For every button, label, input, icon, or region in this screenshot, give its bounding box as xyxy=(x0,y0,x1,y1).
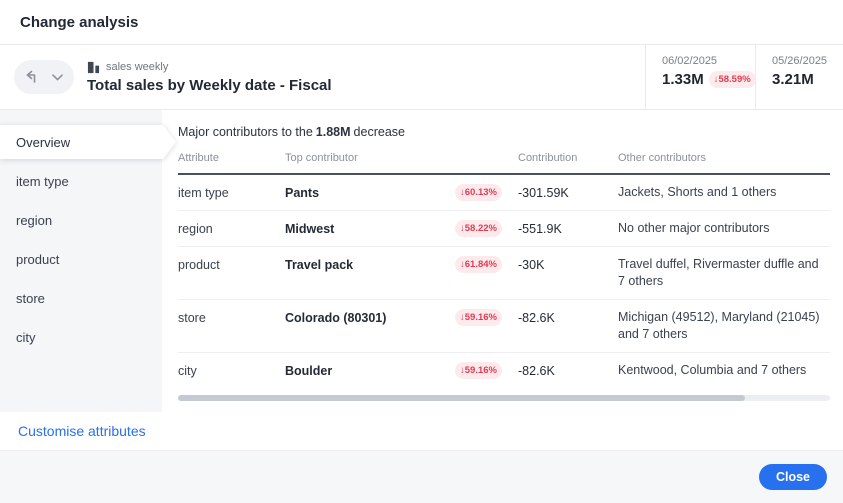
history-button-group xyxy=(14,60,74,94)
table-row[interactable]: region Midwest ↓58.22% -551.9K No other … xyxy=(178,211,830,247)
dialog-body: Overview item type region product store … xyxy=(0,110,843,450)
dialog-footer: Close xyxy=(0,450,843,503)
contribution-cell: -82.6K xyxy=(518,311,555,325)
main-content: Major contributors to the 1.88M decrease A… xyxy=(162,110,843,450)
sidebar: Overview item type region product store … xyxy=(0,110,176,450)
period-change-badge: ↓58.59% xyxy=(708,71,756,88)
sidebar-item-store[interactable]: store xyxy=(16,291,45,306)
dialog-title: Change analysis xyxy=(0,0,843,45)
top-contributor-cell: Pants xyxy=(285,186,320,200)
sidebar-item-active-wrap: Overview xyxy=(0,125,176,159)
other-contributors-cell: Travel duffel, Rivermaster duffle and 7 … xyxy=(618,257,819,288)
toolbar: sales weekly Total sales by Weekly date … xyxy=(0,45,843,110)
period-current: 06/02/2025 1.33M ↓58.59% xyxy=(645,45,756,109)
sidebar-item-region[interactable]: region xyxy=(16,213,53,228)
customise-attributes-section: Customise attributes xyxy=(0,412,162,450)
source-label: sales weekly xyxy=(106,61,169,73)
answer-meta: sales weekly Total sales by Weekly date … xyxy=(87,61,332,94)
contribution-cell: -30K xyxy=(518,258,545,272)
answer-title: Total sales by Weekly date - Fiscal xyxy=(87,76,332,94)
summary-prefix: Major contributors to the xyxy=(178,125,313,139)
customise-attributes-link[interactable]: Customise attributes xyxy=(18,423,146,439)
table-header-row: Attribute Top contributor Contribution O… xyxy=(178,152,830,175)
chart-columns-icon xyxy=(87,61,100,74)
table-row[interactable]: item type Pants ↓60.13% -301.59K Jackets… xyxy=(178,175,830,211)
top-contributor-cell: Travel pack xyxy=(285,258,354,272)
change-badge: ↓59.16% xyxy=(455,362,502,379)
attribute-cell: store xyxy=(178,311,206,325)
summary-value: 1.88M xyxy=(315,125,351,139)
table-row[interactable]: city Boulder ↓59.16% -82.6K Kentwood, Co… xyxy=(178,353,830,388)
history-dropdown-button[interactable] xyxy=(46,66,68,88)
table-row[interactable]: store Colorado (80301) ↓59.16% -82.6K Mi… xyxy=(178,300,830,353)
top-contributor-cell: Colorado (80301) xyxy=(285,311,387,325)
top-contributor-cell: Midwest xyxy=(285,222,335,236)
chevron-down-icon xyxy=(51,73,63,81)
sidebar-item-product[interactable]: product xyxy=(16,252,60,267)
other-contributors-cell: Michigan (49512), Maryland (21045) and 7… xyxy=(618,310,820,341)
sidebar-item-overview[interactable]: Overview xyxy=(0,125,176,159)
horizontal-scrollbar-thumb[interactable] xyxy=(178,395,746,401)
change-badge: ↓59.16% xyxy=(455,309,502,326)
change-badge: ↓61.84% xyxy=(455,256,502,273)
period-previous: 05/26/2025 3.21M xyxy=(755,45,843,109)
attribute-cell: region xyxy=(178,222,213,236)
attribute-cell: product xyxy=(178,258,220,272)
table-body: item type Pants ↓60.13% -301.59K Jackets… xyxy=(178,175,830,388)
other-contributors-cell: Jackets, Shorts and 1 others xyxy=(618,185,777,199)
other-contributors-cell: Kentwood, Columbia and 7 others xyxy=(618,363,807,377)
attribute-cell: city xyxy=(178,364,197,378)
summary-suffix: decrease xyxy=(353,125,405,139)
column-header-top-contributor: Top contributor xyxy=(285,152,358,164)
attribute-cell: item type xyxy=(178,186,229,200)
period-current-value: 1.33M xyxy=(662,71,704,88)
column-header-contribution: Contribution xyxy=(518,152,578,164)
column-header-attribute: Attribute xyxy=(178,152,219,164)
contribution-cell: -551.9K xyxy=(518,222,562,236)
back-button[interactable] xyxy=(20,66,42,88)
period-current-date: 06/02/2025 xyxy=(662,55,718,67)
contribution-cell: -82.6K xyxy=(518,364,555,378)
attribute-nav: Overview item type region product store … xyxy=(0,110,176,412)
period-previous-value: 3.21M xyxy=(772,71,814,88)
change-badge: ↓60.13% xyxy=(455,184,502,201)
close-button[interactable]: Close xyxy=(758,464,827,490)
sidebar-item-city[interactable]: city xyxy=(16,330,36,345)
contribution-cell: -301.59K xyxy=(518,186,569,200)
period-previous-date: 05/26/2025 xyxy=(772,55,828,67)
summary-line: Major contributors to the 1.88M decrease xyxy=(178,125,830,139)
horizontal-scrollbar[interactable] xyxy=(178,395,830,401)
top-contributor-cell: Boulder xyxy=(285,364,333,378)
change-badge: ↓58.22% xyxy=(455,220,502,237)
other-contributors-cell: No other major contributors xyxy=(618,221,770,235)
column-header-other-contributors: Other contributors xyxy=(618,152,707,164)
table-row[interactable]: product Travel pack ↓61.84% -30K Travel … xyxy=(178,247,830,300)
undo-arrow-icon xyxy=(23,69,39,85)
sidebar-item-item-type[interactable]: item type xyxy=(16,174,69,189)
